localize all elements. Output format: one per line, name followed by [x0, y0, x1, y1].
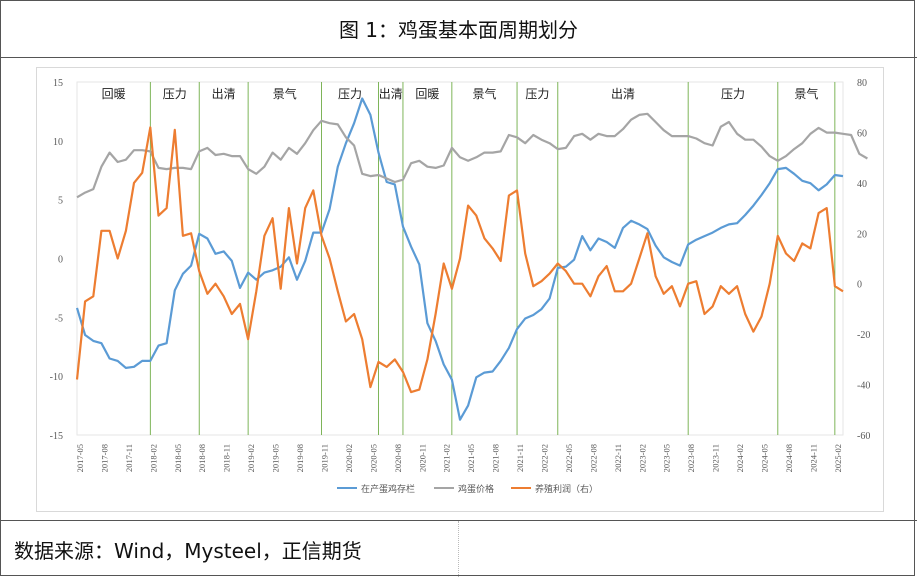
- source-row: 数据来源：Wind，Mysteel，正信期货: [0, 520, 917, 577]
- y-right-tick-label: 0: [857, 280, 862, 291]
- x-tick-label: 2024-05: [760, 444, 770, 472]
- x-tick-label: 2017-05: [75, 444, 85, 472]
- plot-area: [76, 81, 844, 436]
- x-tick-label: 2018-02: [148, 444, 158, 472]
- y-right-tick-label: 60: [857, 128, 867, 139]
- x-tick-label: 2018-08: [197, 444, 207, 472]
- legend-label: 在产蛋鸡存栏: [361, 483, 415, 494]
- x-tick-label: 2023-02: [637, 444, 647, 472]
- x-tick-label: 2020-02: [344, 444, 354, 472]
- series-line: [75, 126, 844, 394]
- phase-label: 回暖: [415, 87, 439, 101]
- phase-label: 回暖: [102, 87, 126, 101]
- x-tick-label: 2024-08: [784, 444, 794, 472]
- cell-divider: [458, 521, 459, 577]
- x-tick-label: 2021-11: [515, 444, 525, 472]
- x-tick-label: 2019-05: [271, 444, 281, 472]
- x-tick-label: 2024-11: [808, 444, 818, 472]
- title-row: 图 1：鸡蛋基本面周期划分: [0, 0, 917, 58]
- x-tick-label: 2021-08: [491, 444, 501, 472]
- y-right-tick-label: 80: [857, 78, 867, 89]
- phase-label: 出清: [212, 87, 236, 101]
- phase-label: 压力: [163, 87, 187, 101]
- x-tick-label: 2017-08: [99, 444, 109, 472]
- x-tick-label: 2023-11: [711, 444, 721, 472]
- phase-label: 出清: [611, 87, 635, 101]
- figure-title: 图 1：鸡蛋基本面周期划分: [338, 18, 579, 42]
- x-tick-label: 2021-05: [466, 444, 476, 472]
- y-left-tick-label: 5: [58, 196, 63, 207]
- x-tick-label: 2020-08: [393, 444, 403, 472]
- y-left-tick-label: -10: [50, 372, 63, 383]
- x-tick-label: 2022-08: [588, 444, 598, 472]
- x-tick-label: 2020-05: [368, 444, 378, 472]
- x-tick-label: 2018-05: [173, 444, 183, 472]
- y-left-tick-label: 10: [53, 137, 63, 148]
- x-tick-label: 2022-05: [564, 444, 574, 472]
- y-right-tick-label: -40: [857, 381, 870, 392]
- y-right-tick-label: -60: [857, 431, 870, 442]
- y-left-tick-label: -5: [55, 313, 63, 324]
- legend-label: 鸡蛋价格: [458, 483, 494, 494]
- phase-label: 出清: [379, 87, 403, 101]
- y-right-tick-label: 20: [857, 229, 867, 240]
- x-tick-label: 2019-08: [295, 444, 305, 472]
- x-tick-label: 2018-11: [222, 444, 232, 472]
- data-source-note: 数据来源：Wind，Mysteel，正信期货: [14, 539, 362, 563]
- phase-label: 景气: [472, 86, 496, 101]
- x-tick-label: 2024-02: [735, 444, 745, 472]
- y-left-tick-label: 15: [53, 78, 63, 89]
- series-line: [75, 97, 844, 421]
- phase-label: 景气: [273, 86, 297, 101]
- x-tick-label: 2020-11: [417, 444, 427, 472]
- x-tick-label: 2022-02: [539, 444, 549, 472]
- y-right-tick-label: 40: [857, 179, 867, 190]
- x-tick-label: 2025-02: [833, 444, 843, 472]
- y-left-tick-label: -15: [50, 431, 63, 442]
- chart-container: 回暖 压力 出清 景气 压力 出清 回暖 景气 压力 出清 压力 景气 15 10 5 0 -5 -10 -15 80…: [36, 67, 884, 512]
- line-chart: 回暖 压力 出清 景气 压力 出清 回暖 景气 压力 出清 压力 景气151050-5-10-1580…: [50, 78, 871, 494]
- x-tick-label: 2023-08: [686, 444, 696, 472]
- x-tick-label: 2017-11: [124, 444, 134, 472]
- x-tick-label: 2019-11: [319, 444, 329, 472]
- phase-label: 压力: [525, 87, 549, 101]
- legend-label: 养殖利润（右）: [535, 483, 598, 494]
- x-tick-label: 2022-11: [613, 444, 623, 472]
- x-tick-label: 2019-02: [246, 444, 256, 472]
- phase-label: 景气: [794, 86, 818, 101]
- series-line: [76, 112, 868, 199]
- x-tick-label: 2021-02: [442, 444, 452, 472]
- y-right-tick-label: -20: [857, 330, 870, 341]
- y-left-tick-label: 0: [58, 255, 63, 266]
- phase-label: 压力: [721, 87, 745, 101]
- x-tick-label: 2023-05: [662, 444, 672, 472]
- phase-label: 压力: [338, 87, 362, 101]
